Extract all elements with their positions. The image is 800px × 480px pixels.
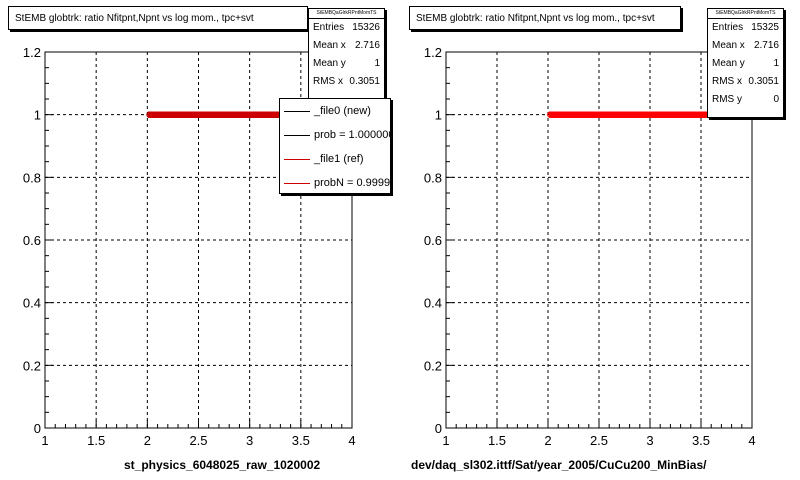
right-stats-row: Entries 15325 [712, 22, 779, 33]
left-x-tick-label: 2 [144, 433, 151, 448]
left-plot-title-text: StEMB globtrk: ratio Nfitpnt,Npnt vs log… [15, 13, 254, 24]
legend-entry: prob = 1.000000 [280, 123, 390, 147]
right-data-point [547, 111, 554, 118]
right-y-tick-label: 0.2 [424, 358, 442, 373]
left-x-axis-caption: st_physics_6048025_raw_1020002 [124, 458, 321, 472]
right-x-tick-label: 1 [442, 433, 449, 448]
right-x-tick-label: 3 [646, 433, 653, 448]
left-x-tick-label: 3 [246, 433, 253, 448]
left-y-tick-label: 0.4 [23, 296, 41, 311]
right-x-axis-caption: dev/daq_sl302.ittf/Sat/year_2005/CuCu200… [411, 458, 707, 472]
right-stats-name: StEMBQaGlrkRPntMomTS [708, 9, 783, 19]
left-x-tick-label: 4 [348, 433, 355, 448]
right-stats-row: Mean x 2.716 [712, 40, 779, 51]
left-stats-row: RMS x 0.3051 [313, 76, 380, 87]
right-y-tick-label: 1 [435, 108, 442, 123]
right-plot-title: StEMB globtrk: ratio Nfitpnt,Npnt vs log… [409, 6, 681, 30]
left-stats-row: Mean y 1 [313, 58, 380, 69]
right-x-tick-label: 2.5 [590, 433, 608, 448]
left-stats-row: Entries 15326 [313, 22, 380, 33]
left-stats-row: Mean x 2.716 [313, 40, 380, 51]
legend-line-swatch [284, 159, 310, 160]
left-x-tick-label: 3.5 [292, 433, 310, 448]
right-stats-box: StEMBQaGlrkRPntMomTS Entries 15325 Mean … [707, 8, 784, 118]
left-y-tick-label: 1 [34, 108, 41, 123]
left-x-tick-label: 2.5 [189, 433, 207, 448]
right-y-tick-label: 0 [435, 421, 442, 436]
legend-entry: _file1 (ref) [280, 147, 390, 171]
left-x-tick-label: 1 [41, 433, 48, 448]
legend-entry: _file0 (new) [280, 99, 390, 123]
right-y-tick-label: 1.2 [424, 45, 442, 60]
left-y-tick-label: 0.8 [23, 170, 41, 185]
right-y-tick-label: 0.8 [424, 170, 442, 185]
left-y-tick-label: 0 [34, 421, 41, 436]
left-legend: _file0 (new) prob = 1.000000 _file1 (ref… [279, 98, 391, 194]
left-stats-box: StEMBQaGlrkRPntMomTS Entries 15326 Mean … [308, 8, 385, 99]
right-stats-row: RMS x 0.3051 [712, 76, 779, 87]
left-y-tick-label: 1.2 [23, 45, 41, 60]
right-x-tick-label: 4 [748, 433, 755, 448]
right-x-tick-label: 1.5 [488, 433, 506, 448]
right-stats-row: RMS y 0 [712, 94, 779, 105]
right-data-point [704, 111, 708, 118]
right-y-tick-label: 0.4 [424, 296, 442, 311]
left-stats-name: StEMBQaGlrkRPntMomTS [309, 9, 384, 19]
legend-line-swatch [284, 111, 310, 112]
right-x-tick-label: 3.5 [692, 433, 710, 448]
right-stats-row: Mean y 1 [712, 58, 779, 69]
legend-line-swatch [284, 135, 310, 136]
left-y-tick-label: 0.6 [23, 233, 41, 248]
right-x-tick-label: 2 [544, 433, 551, 448]
right-plot-title-text: StEMB globtrk: ratio Nfitpnt,Npnt vs log… [416, 13, 655, 24]
left-plot-title: StEMB globtrk: ratio Nfitpnt,Npnt vs log… [8, 6, 308, 30]
legend-entry: probN = 0.999999 [280, 171, 390, 195]
right-y-tick-label: 0.6 [424, 233, 442, 248]
left-data-point [146, 111, 153, 118]
left-x-tick-label: 1.5 [87, 433, 105, 448]
left-y-tick-label: 0.2 [23, 358, 41, 373]
legend-line-swatch [284, 183, 310, 184]
